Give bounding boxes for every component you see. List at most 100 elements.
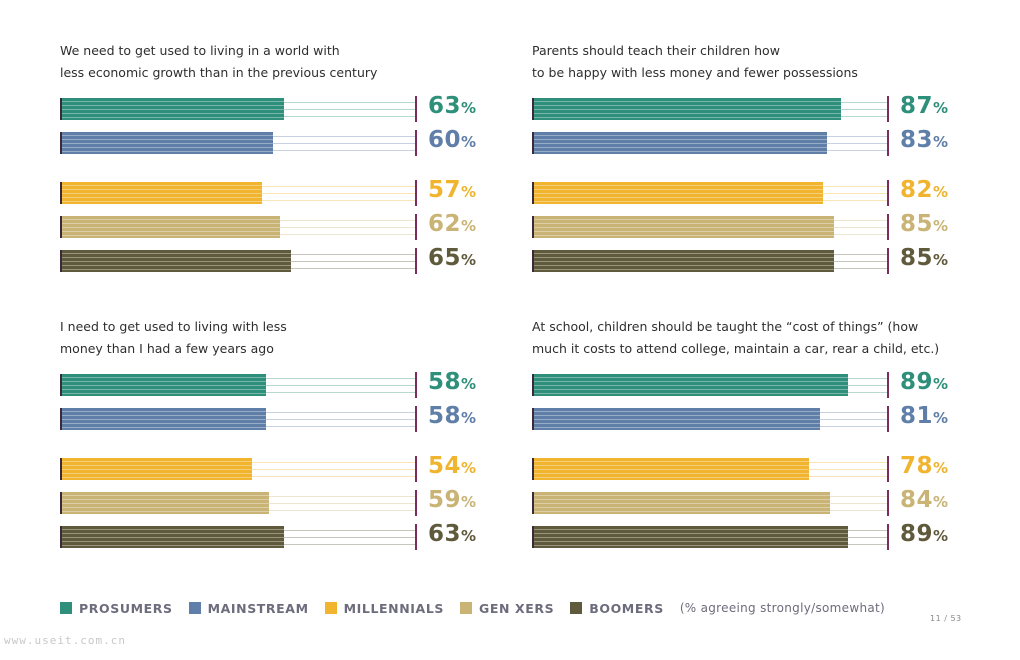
bar-start-cap xyxy=(532,458,534,480)
bar-start-cap xyxy=(532,374,534,396)
data-label: 81% xyxy=(900,403,949,429)
bar-end-marker xyxy=(415,490,417,516)
bar-row-millennials: 54% xyxy=(60,453,490,482)
legend-note: (% agreeing strongly/somewhat) xyxy=(679,601,885,615)
bar-end-marker xyxy=(415,96,417,122)
bar xyxy=(60,182,263,204)
data-label: 58% xyxy=(428,403,477,429)
bar-rows: 58% 58% 54% 59% 63% xyxy=(60,360,490,560)
bar-end-marker xyxy=(887,180,889,206)
data-label-percent: % xyxy=(461,493,477,511)
bar-end-marker xyxy=(415,180,417,206)
data-label-value: 58 xyxy=(428,369,462,395)
bar xyxy=(60,250,291,272)
data-label: 87% xyxy=(900,93,949,119)
data-label-value: 89 xyxy=(900,521,934,547)
bar-end-marker xyxy=(415,248,417,274)
data-label-value: 89 xyxy=(900,369,934,395)
data-label-percent: % xyxy=(933,527,949,545)
legend-label: GEN XERS xyxy=(479,600,555,616)
bar-row-mainstream: 58% xyxy=(60,403,490,432)
data-label: 85% xyxy=(900,211,949,237)
bar xyxy=(60,458,252,480)
data-label: 65% xyxy=(428,245,477,271)
bar-end-marker xyxy=(887,456,889,482)
bar xyxy=(60,132,273,154)
bar-start-cap xyxy=(532,132,534,154)
bar-row-mainstream: 81% xyxy=(532,403,962,432)
bar-end-marker xyxy=(415,214,417,240)
data-label: 54% xyxy=(428,453,477,479)
bar-end-marker xyxy=(887,248,889,274)
bar-start-cap xyxy=(532,250,534,272)
legend: PROSUMERS MAINSTREAM MILLENNIALS GEN XER… xyxy=(60,598,885,618)
bar-end-marker xyxy=(415,456,417,482)
bar-end-marker xyxy=(887,130,889,156)
bar xyxy=(532,182,824,204)
bar xyxy=(532,408,820,430)
data-label-value: 60 xyxy=(428,127,462,153)
bar-rows: 87% 83% 82% 85% 85% xyxy=(532,84,962,284)
data-label-value: 54 xyxy=(428,453,462,479)
bar-row-prosumers: 89% xyxy=(532,369,962,398)
data-label-value: 62 xyxy=(428,211,462,237)
legend-item-millennials: MILLENNIALS xyxy=(324,600,444,616)
chart-panel-3: I need to get used to living with less m… xyxy=(60,316,490,560)
data-label-percent: % xyxy=(461,459,477,477)
bar-start-cap xyxy=(532,98,534,120)
legend-item-boomers: BOOMERS xyxy=(570,601,664,616)
bar-start-cap xyxy=(532,216,534,238)
bar-row-prosumers: 58% xyxy=(60,369,490,398)
data-label-value: 63 xyxy=(428,93,462,119)
data-label-percent: % xyxy=(933,99,949,117)
bar-start-cap xyxy=(60,132,62,154)
data-label-percent: % xyxy=(933,493,949,511)
bar xyxy=(532,216,834,238)
chart-title: At school, children should be taught the… xyxy=(532,319,940,356)
data-label-percent: % xyxy=(933,409,949,427)
bar-row-mainstream: 83% xyxy=(532,127,962,156)
bar-row-millennials: 57% xyxy=(60,177,490,206)
bar xyxy=(532,98,841,120)
bar-row-millennials: 82% xyxy=(532,177,962,206)
bar xyxy=(532,492,831,514)
bar-row-boomers: 63% xyxy=(60,521,490,550)
data-label-percent: % xyxy=(461,251,477,269)
data-label: 60% xyxy=(428,127,477,153)
data-label-value: 87 xyxy=(900,93,934,119)
bar-row-millennials: 78% xyxy=(532,453,962,482)
bar-rows: 63% 60% 57% 62% 65% xyxy=(60,84,490,284)
data-label-value: 83 xyxy=(900,127,934,153)
bar xyxy=(60,408,266,430)
legend-label: MILLENNIALS xyxy=(343,600,444,616)
bar-start-cap xyxy=(60,374,62,396)
data-label: 85% xyxy=(900,245,949,271)
bar xyxy=(532,132,827,154)
bar-end-marker xyxy=(887,406,889,432)
data-label-percent: % xyxy=(461,99,477,117)
data-label-value: 65 xyxy=(428,245,462,271)
data-label-value: 84 xyxy=(900,487,934,513)
data-label-percent: % xyxy=(461,409,477,427)
bar-end-marker xyxy=(415,406,417,432)
data-label-value: 59 xyxy=(428,487,462,513)
chart-panel-1: We need to get used to living in a world… xyxy=(60,40,490,284)
data-label-percent: % xyxy=(461,527,477,545)
bar-row-genxers: 62% xyxy=(60,211,490,240)
bar-start-cap xyxy=(60,182,62,204)
bar-start-cap xyxy=(532,408,534,430)
bar xyxy=(60,216,281,238)
data-label-percent: % xyxy=(461,217,477,235)
data-label-value: 57 xyxy=(428,177,462,203)
legend-swatch xyxy=(460,602,472,614)
bar-start-cap xyxy=(532,492,534,514)
bar-row-boomers: 89% xyxy=(532,521,962,550)
data-label: 89% xyxy=(900,369,949,395)
data-label: 82% xyxy=(900,177,949,203)
chart-panel-2: Parents should teach their children how … xyxy=(532,40,962,284)
data-label-percent: % xyxy=(933,459,949,477)
bar-start-cap xyxy=(532,526,534,548)
bar-row-boomers: 85% xyxy=(532,245,962,274)
data-label: 59% xyxy=(428,487,477,513)
data-label-value: 85 xyxy=(900,245,934,271)
